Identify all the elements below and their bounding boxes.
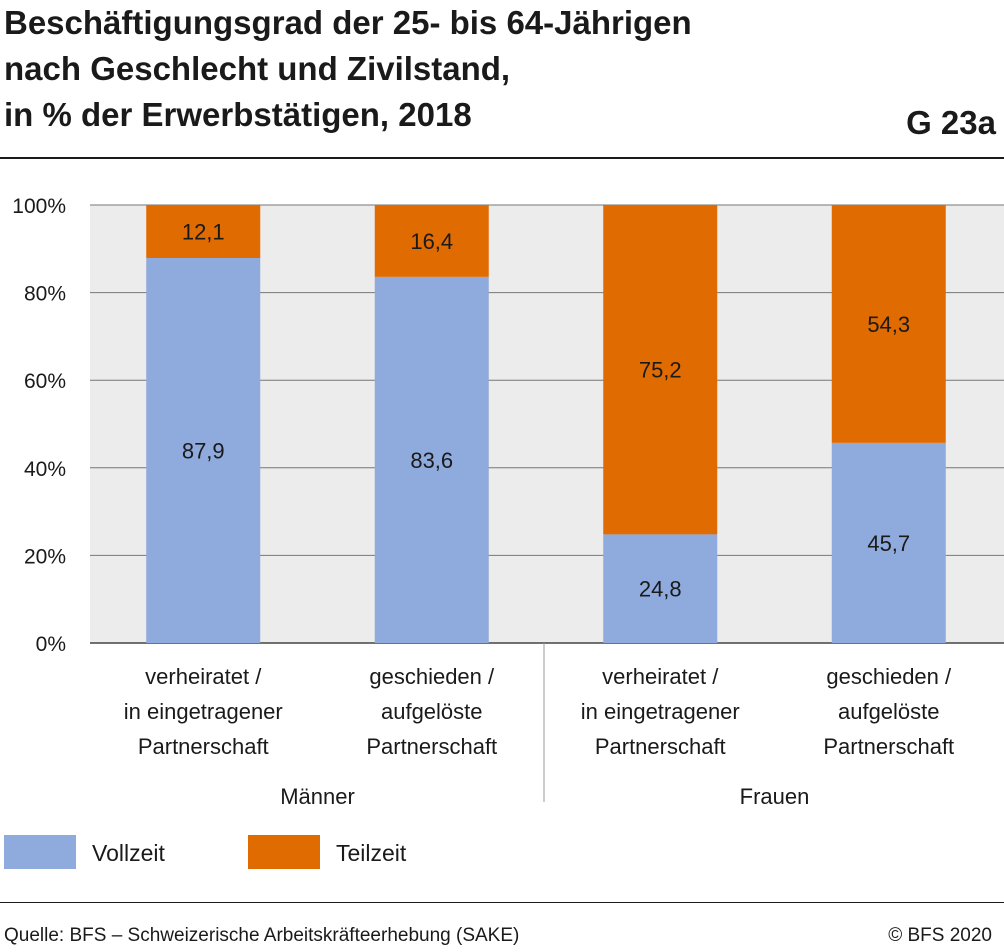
legend-swatch <box>248 835 320 869</box>
legend-label: Teilzeit <box>336 840 407 866</box>
category-label: in eingetragener <box>124 699 283 724</box>
data-label-vollzeit: 24,8 <box>639 577 682 602</box>
title-line-1: Beschäftigungsgrad der 25- bis 64-Jährig… <box>4 4 692 41</box>
y-tick-label: 20% <box>24 545 66 568</box>
bar-vollzeit <box>831 442 946 643</box>
data-label-vollzeit: 83,6 <box>410 448 453 473</box>
data-label-vollzeit: 45,7 <box>867 531 910 556</box>
category-label: geschieden / <box>369 664 495 689</box>
y-tick-label: 60% <box>24 370 66 393</box>
y-tick-label: 100% <box>12 195 66 218</box>
source-note: Quelle: BFS – Schweizerische Arbeitskräf… <box>4 925 520 946</box>
legend-swatch <box>4 835 76 869</box>
category-label: verheiratet / <box>602 664 719 689</box>
category-label: Partnerschaft <box>595 734 726 759</box>
title-line-3: in % der Erwerbstätigen, 2018 <box>4 96 472 133</box>
data-label-teilzeit: 12,1 <box>182 219 225 244</box>
legend-label: Vollzeit <box>92 840 165 866</box>
bar-vollzeit <box>146 257 261 643</box>
data-label-teilzeit: 16,4 <box>410 229 453 254</box>
bar-teilzeit <box>146 205 261 258</box>
category-label: aufgelöste <box>838 699 940 724</box>
data-label-teilzeit: 54,3 <box>867 312 910 337</box>
title-divider <box>0 157 1004 159</box>
group-label: Männer <box>280 784 355 809</box>
bar-teilzeit <box>374 205 489 277</box>
data-label-teilzeit: 75,2 <box>639 358 682 383</box>
category-label: Partnerschaft <box>138 734 269 759</box>
group-label: Frauen <box>740 784 810 809</box>
y-tick-label: 80% <box>24 283 66 306</box>
copyright-note: © BFS 2020 <box>888 925 992 946</box>
bar-teilzeit <box>603 205 718 535</box>
y-tick-label: 0% <box>36 633 66 656</box>
y-tick-label: 40% <box>24 458 66 481</box>
bar-vollzeit <box>603 534 718 643</box>
category-label: Partnerschaft <box>366 734 497 759</box>
title-line-2: nach Geschlecht und Zivilstand, <box>4 50 511 87</box>
footer-divider <box>0 902 1004 903</box>
data-label-vollzeit: 87,9 <box>182 438 225 463</box>
category-label: geschieden / <box>826 664 952 689</box>
category-label: Partnerschaft <box>823 734 954 759</box>
stacked-bar-chart: 0% 20% 40% 60% 80% 100% 87,9 12,1 verheiratet / i… <box>4 195 1004 869</box>
chart-title: Beschäftigungsgrad der 25- bis 64-Jährig… <box>4 0 904 138</box>
category-label: verheiratet / <box>145 664 262 689</box>
category-label: aufgelöste <box>381 699 483 724</box>
category-label: in eingetragener <box>581 699 740 724</box>
graphic-code: G 23a <box>906 104 996 141</box>
bar-teilzeit <box>831 205 946 443</box>
bar-vollzeit <box>374 276 489 643</box>
